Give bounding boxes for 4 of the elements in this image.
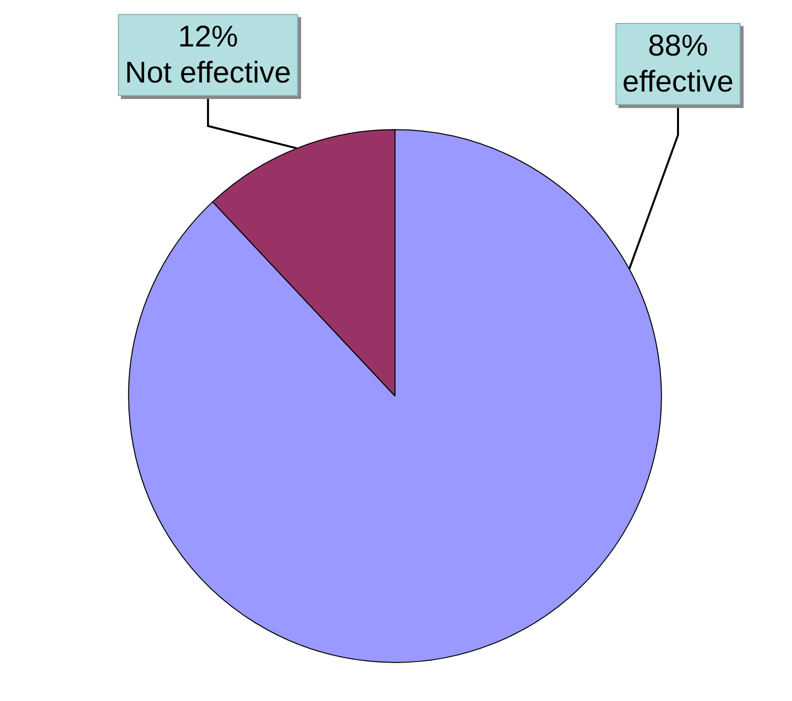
slice-label: Not effective [124,56,292,90]
data-label: 88% [648,30,708,62]
data-label: 12% [178,20,238,54]
slice-label: effective [622,66,734,98]
